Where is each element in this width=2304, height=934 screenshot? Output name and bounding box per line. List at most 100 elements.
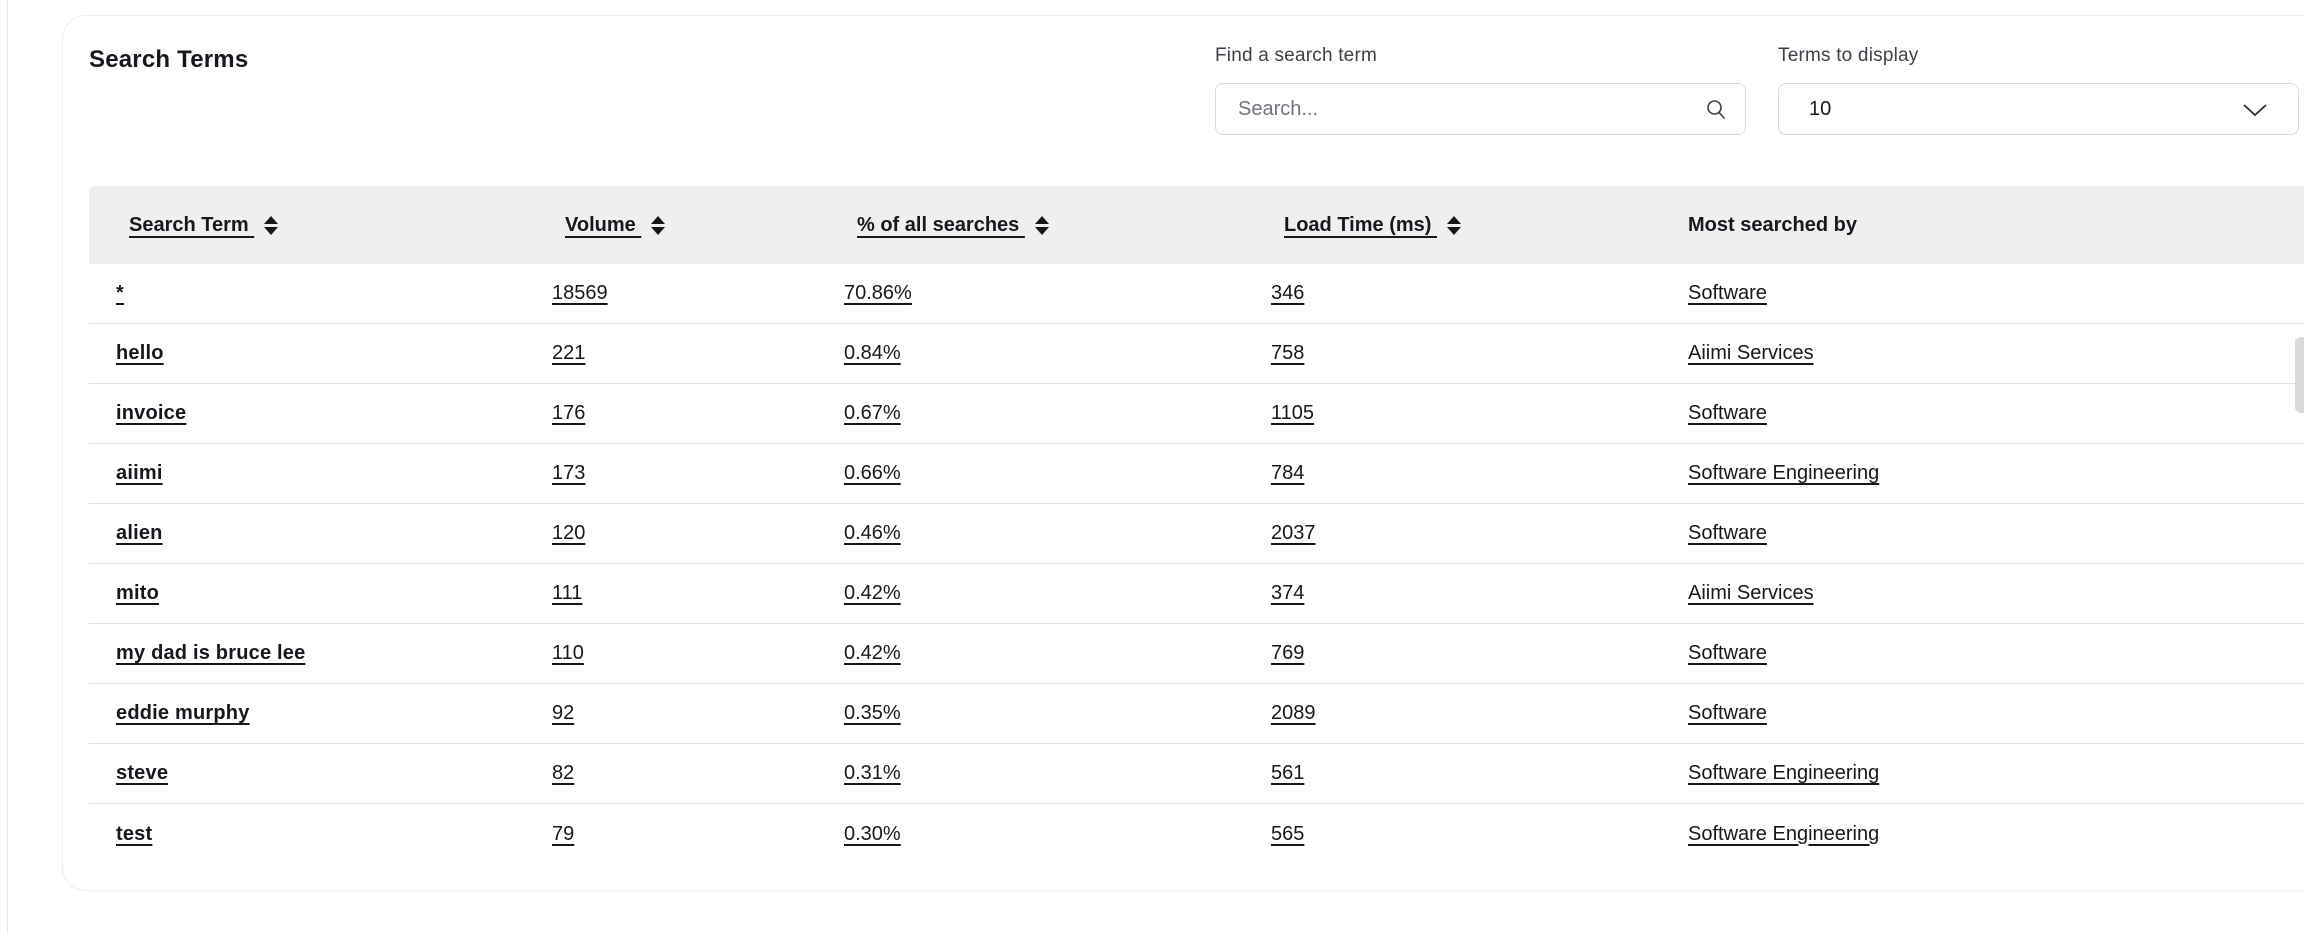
cell-term: hello (89, 342, 525, 365)
most_searched_by-link[interactable]: Software (1688, 642, 1767, 664)
chevron-down-icon (2243, 104, 2267, 117)
load_ms-link[interactable]: 769 (1271, 642, 1305, 664)
cell-volume: 18569 (525, 282, 817, 305)
cell-pct: 0.46% (817, 522, 1244, 545)
cell-term: invoice (89, 402, 525, 425)
volume-link[interactable]: 92 (552, 702, 575, 724)
page-title: Search Terms (89, 46, 249, 73)
volume-link[interactable]: 110 (552, 642, 584, 664)
cell-pct: 0.35% (817, 702, 1244, 725)
sort-icon[interactable] (651, 215, 666, 235)
cell-most_searched_by: Aiimi Services (1661, 582, 2304, 605)
volume-link[interactable]: 79 (552, 822, 575, 845)
cell-most_searched_by: Software (1661, 522, 2304, 545)
term-link[interactable]: steve (116, 762, 169, 784)
column-header-search-term[interactable]: Search Term (89, 214, 525, 237)
load_ms-link[interactable]: 2089 (1271, 702, 1316, 724)
pct-link[interactable]: 0.35% (844, 702, 901, 724)
table-row: hello 221 0.84% 758 Aiimi Services (89, 324, 2304, 384)
cell-volume: 82 (525, 762, 817, 785)
cell-load_ms: 758 (1244, 342, 1661, 365)
cell-load_ms: 2089 (1244, 702, 1661, 725)
column-header-load-time-ms-[interactable]: Load Time (ms) (1244, 214, 1661, 237)
cell-volume: 111 (525, 582, 817, 605)
pct-link[interactable]: 0.46% (844, 522, 901, 544)
cell-pct: 0.66% (817, 462, 1244, 485)
vertical-scrollbar-thumb[interactable] (2295, 337, 2304, 413)
column-header-label: Most searched by (1688, 213, 1857, 236)
pct-link[interactable]: 0.42% (844, 642, 901, 664)
pct-link[interactable]: 0.30% (844, 822, 901, 845)
cell-most_searched_by: Software Engineering (1661, 823, 2304, 846)
table-row: alien 120 0.46% 2037 Software (89, 504, 2304, 564)
most_searched_by-link[interactable]: Software (1688, 702, 1767, 724)
most_searched_by-link[interactable]: Aiimi Services (1688, 342, 1814, 364)
volume-link[interactable]: 111 (552, 582, 583, 604)
search-field (1215, 83, 1746, 135)
cell-load_ms: 1105 (1244, 402, 1661, 425)
sort-icon[interactable] (1447, 215, 1461, 235)
volume-link[interactable]: 18569 (552, 282, 608, 304)
term-link[interactable]: my dad is bruce lee (116, 642, 306, 664)
cell-pct: 70.86% (817, 282, 1244, 305)
cell-term: aiimi (89, 462, 525, 485)
pct-link[interactable]: 0.42% (844, 582, 901, 604)
column-header--of-all-searches[interactable]: % of all searches (817, 214, 1244, 237)
terms-to-display-value: 10 (1809, 97, 1832, 120)
load_ms-link[interactable]: 784 (1271, 462, 1305, 484)
most_searched_by-link[interactable]: Software (1688, 282, 1767, 304)
load_ms-link[interactable]: 758 (1271, 342, 1305, 364)
volume-link[interactable]: 82 (552, 762, 575, 784)
cell-volume: 79 (525, 823, 817, 846)
most_searched_by-link[interactable]: Software Engineering (1688, 462, 1880, 484)
pct-link[interactable]: 0.67% (844, 402, 901, 424)
pct-link[interactable]: 0.84% (844, 342, 901, 364)
load_ms-link[interactable]: 1105 (1271, 402, 1315, 424)
cell-load_ms: 769 (1244, 642, 1661, 665)
sort-icon[interactable] (264, 215, 279, 235)
term-link[interactable]: eddie murphy (116, 702, 250, 724)
term-link[interactable]: hello (116, 342, 164, 364)
pct-link[interactable]: 0.31% (844, 762, 901, 784)
cell-pct: 0.42% (817, 582, 1244, 605)
cell-pct: 0.31% (817, 762, 1244, 785)
term-link[interactable]: test (116, 822, 153, 845)
cell-load_ms: 561 (1244, 762, 1661, 785)
most_searched_by-link[interactable]: Software (1688, 522, 1767, 544)
load_ms-link[interactable]: 561 (1271, 762, 1305, 784)
sort-icon[interactable] (1034, 215, 1049, 235)
most_searched_by-link[interactable]: Aiimi Services (1688, 582, 1814, 604)
cell-load_ms: 565 (1244, 823, 1661, 846)
load_ms-link[interactable]: 565 (1271, 822, 1305, 845)
volume-link[interactable]: 176 (552, 402, 586, 424)
term-link[interactable]: invoice (116, 402, 187, 424)
cell-load_ms: 346 (1244, 282, 1661, 305)
load_ms-link[interactable]: 346 (1271, 282, 1305, 304)
search-input[interactable] (1215, 83, 1746, 135)
cell-volume: 92 (525, 702, 817, 725)
term-link[interactable]: aiimi (116, 462, 163, 484)
column-header-volume[interactable]: Volume (525, 214, 817, 237)
cell-term: steve (89, 762, 525, 785)
cell-term: alien (89, 522, 525, 545)
cell-term: mito (89, 582, 525, 605)
term-link[interactable]: * (116, 282, 124, 304)
volume-link[interactable]: 173 (552, 462, 586, 484)
pct-link[interactable]: 70.86% (844, 282, 912, 304)
volume-link[interactable]: 120 (552, 522, 586, 544)
magnifier-icon[interactable] (1704, 97, 1728, 121)
volume-link[interactable]: 221 (552, 342, 586, 364)
most_searched_by-link[interactable]: Software Engineering (1688, 822, 1880, 845)
pct-link[interactable]: 0.66% (844, 462, 901, 484)
most_searched_by-link[interactable]: Software (1688, 402, 1767, 424)
term-link[interactable]: mito (116, 582, 160, 604)
cell-most_searched_by: Software Engineering (1661, 762, 2304, 785)
most_searched_by-link[interactable]: Software Engineering (1688, 762, 1880, 784)
load_ms-link[interactable]: 2037 (1271, 522, 1316, 544)
term-link[interactable]: alien (116, 522, 163, 544)
cell-pct: 0.84% (817, 342, 1244, 365)
cell-volume: 120 (525, 522, 817, 545)
cell-pct: 0.67% (817, 402, 1244, 425)
terms-to-display-select[interactable]: 10 (1778, 83, 2299, 135)
load_ms-link[interactable]: 374 (1271, 582, 1305, 604)
